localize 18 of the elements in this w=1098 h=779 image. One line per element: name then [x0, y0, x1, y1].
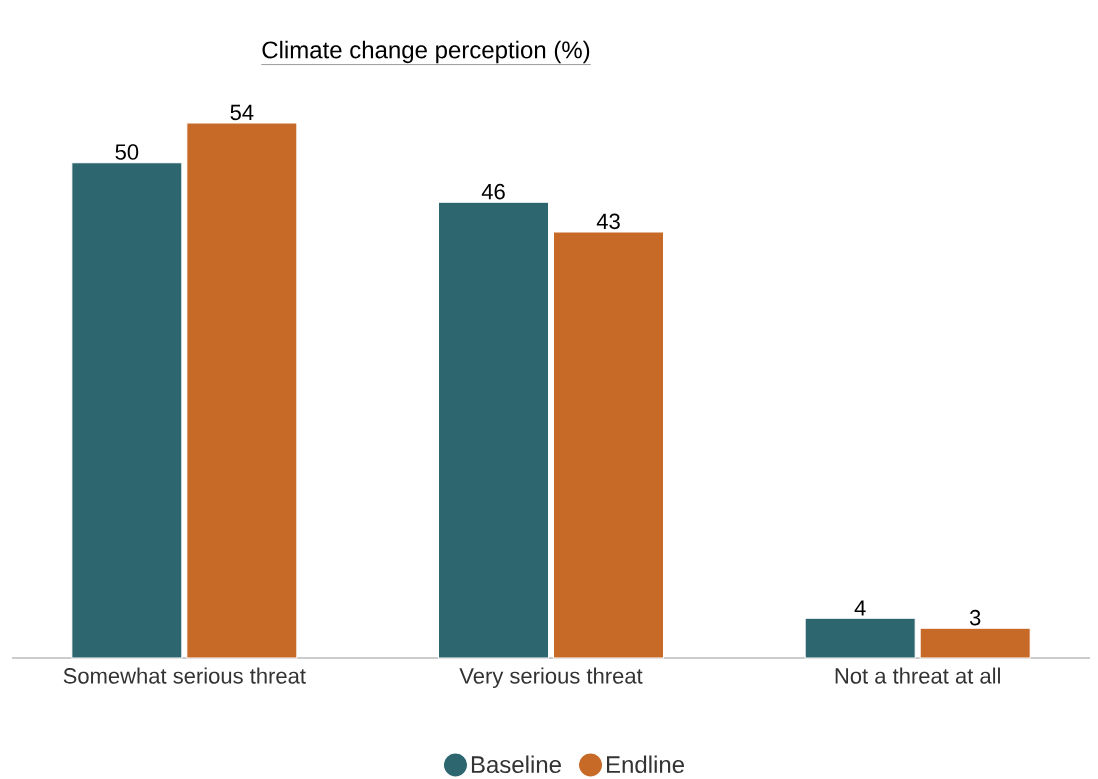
bar: [71, 161, 183, 659]
legend-label: Endline: [607, 755, 684, 773]
data-label: 3: [969, 609, 981, 626]
x-tick-label: Very serious threat: [459, 667, 643, 688]
bar: [919, 627, 1031, 659]
bar: [186, 122, 298, 659]
bar: [804, 617, 916, 659]
bar: [553, 231, 665, 659]
legend-label: Baseline: [471, 755, 561, 773]
bar: [438, 201, 550, 659]
data-label: 4: [854, 600, 866, 616]
chart-title: Climate change perception (%): [262, 40, 590, 63]
data-label: 50: [115, 144, 139, 160]
x-tick-label: Not a threat at all: [835, 667, 1000, 684]
data-label: 46: [481, 183, 505, 200]
data-label: 43: [596, 213, 620, 229]
data-label: 54: [230, 104, 254, 120]
x-tick-label: Somewhat serious threat: [63, 667, 306, 684]
